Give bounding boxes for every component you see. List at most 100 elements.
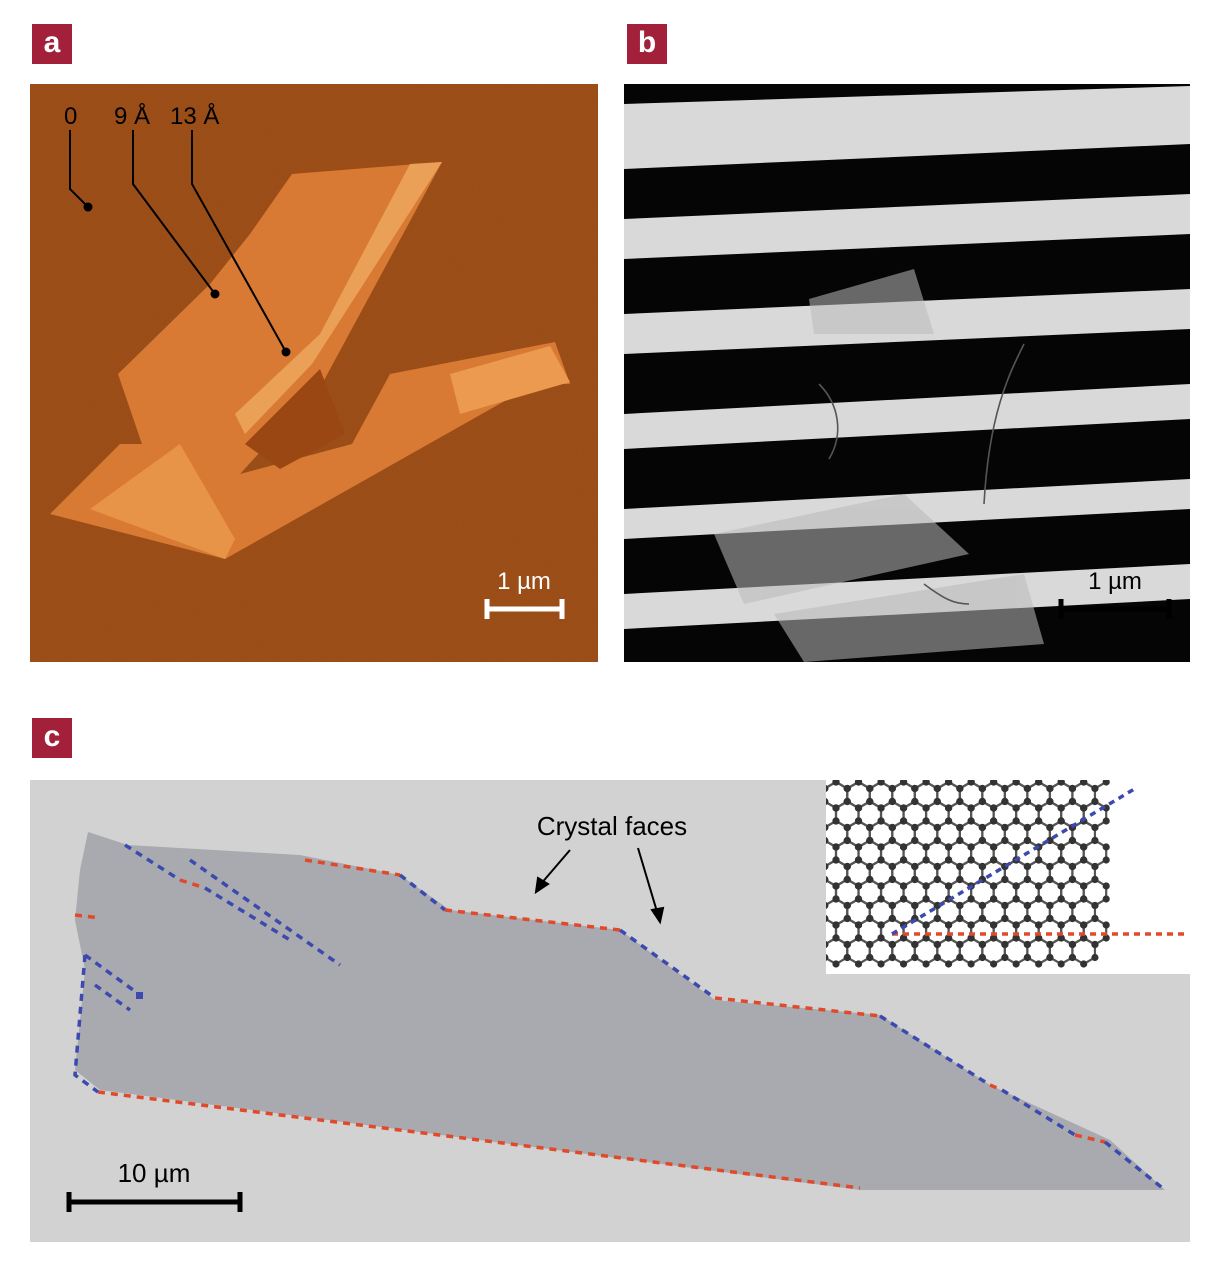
lattice-hexagon [846,936,871,966]
lattice-atom [1080,921,1088,929]
lattice-atom [854,921,863,929]
panel-b-scale-label: 1 µm [1088,568,1142,595]
lattice-atom [1035,780,1043,786]
lattice-atom [854,934,863,942]
lattice-atom [1057,934,1065,942]
lattice-atom [1023,823,1031,832]
lattice-atom [866,914,874,923]
label-height-13a: 13 Å [170,102,219,130]
lattice-atom [1080,780,1088,786]
lattice-atom [866,953,874,962]
lattice-atom [899,882,908,890]
label-height-9a: 9 Å [114,102,150,130]
lattice-atom [832,895,840,903]
lattice-atom [1057,882,1065,890]
lattice-hexagon [891,936,916,966]
lattice-atom [854,856,863,864]
lattice-atom [1023,784,1031,793]
lattice-atom [956,940,964,949]
lattice-atom [967,780,975,786]
lattice-atom [854,960,863,968]
lattice-atom [990,934,998,942]
lattice-atom [1102,882,1110,890]
lattice-hexagon [868,936,894,966]
lattice-atom [1102,856,1110,864]
lattice-atom [854,843,863,851]
lattice-atom [877,817,885,825]
lattice-atom [967,856,975,864]
lattice-atom [1091,784,1099,793]
lattice-atom [933,914,941,923]
lattice-atom [1046,797,1054,806]
lattice-atom [866,875,874,884]
lattice-atom [990,804,998,812]
lattice-atom [1057,817,1065,825]
lattice-atom [922,895,930,903]
lattice-atom [933,953,941,962]
lattice-hexagon [826,936,849,966]
lattice-atom [944,934,953,942]
lattice-atom [956,797,964,806]
lattice-atom [944,882,953,890]
lattice-atom [843,875,851,884]
lattice-atom [1001,875,1009,884]
lattice-atom [854,804,863,812]
lattice-atom [1012,960,1020,968]
lattice-atom [990,895,998,903]
lattice-atom [956,953,964,962]
lattice-atom [1068,784,1077,793]
lattice-atom [1091,940,1099,949]
lattice-atom [967,895,975,903]
lattice-atom [877,780,885,786]
lattice-atom [888,823,896,832]
lattice-atom [866,823,874,832]
lattice-hexagon [1071,936,1097,966]
lattice-atom [922,921,930,929]
lattice-atom [922,780,930,786]
lattice-atom [1023,797,1031,806]
lattice-atom [826,798,829,805]
lattice-atom [1068,875,1077,884]
lattice-atom [843,862,851,871]
lattice-atom [1080,895,1088,903]
lattice-atom [944,843,953,851]
lattice-atom [1023,862,1031,871]
lattice-hexagon [981,936,1006,966]
lattice-atom [944,780,953,786]
lattice-atom [1023,836,1031,845]
lattice-atom [843,836,851,845]
lattice-atom [911,953,919,962]
lattice-atom [990,843,998,851]
lattice-atom [1001,901,1009,910]
lattice-atom [956,901,964,910]
lattice-atom [1046,953,1054,962]
lattice-atom [1023,953,1031,962]
lattice-atom [1035,960,1043,968]
lattice-atom [978,940,986,949]
lattice-atom [832,856,840,864]
lattice-atom [922,934,930,942]
lattice-atom [978,823,986,832]
lattice-atom [967,804,975,812]
lattice-atom [826,824,829,831]
panel-c-scale-label: 10 µm [118,1158,191,1188]
lattice-atom [866,940,874,949]
lattice-atom [1035,934,1043,942]
lattice-atom [1012,843,1020,851]
lattice-hexagon [1048,936,1074,966]
lattice-atom [990,921,998,929]
lattice-atom [1046,862,1054,871]
lattice-atom [944,856,953,864]
panel-a-scale-bar [484,599,565,619]
lattice-atom [1057,856,1065,864]
lattice-atom [978,862,986,871]
lattice-atom [1068,901,1077,910]
lattice-atom [1035,921,1043,929]
lattice-atom [899,780,908,786]
lattice-atom [967,960,975,968]
lattice-atom [1035,895,1043,903]
panel-a-afm-image: 0 9 Å 13 Å 1 µm [30,84,598,662]
lattice-atom [1012,804,1020,812]
panel-a-label: a [32,24,72,64]
lattice-atom [877,934,885,942]
